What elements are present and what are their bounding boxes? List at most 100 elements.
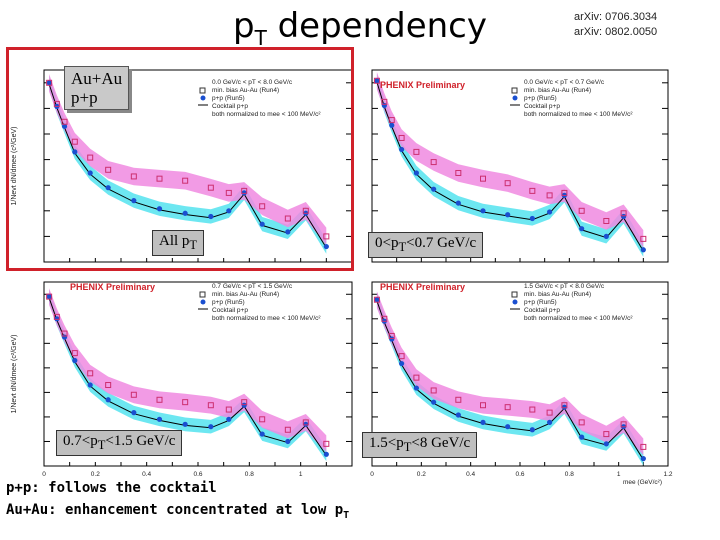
cocktail-line — [48, 297, 327, 456]
auau-data-point — [578, 419, 585, 426]
pp-data-point — [285, 438, 291, 445]
auau-data-point — [529, 406, 536, 413]
auau-data-point — [71, 350, 78, 357]
arxiv-ref-2: arXiv: 0802.0050 — [574, 26, 658, 38]
pp-data-point — [87, 170, 93, 176]
legend-entry: Cocktail p+p — [212, 103, 248, 110]
auau-data-point — [413, 148, 420, 155]
auau-data-point — [61, 118, 68, 125]
pp-data-point — [374, 78, 380, 84]
pp-data-point — [46, 80, 52, 86]
pp-data-point — [208, 424, 214, 430]
auau-data-point — [430, 387, 437, 394]
pp-data-point — [323, 243, 329, 250]
pp-data-point — [455, 200, 461, 206]
auau-data-point — [620, 210, 627, 217]
pp-data-point — [259, 221, 265, 227]
x-tick-label: 1 — [299, 471, 303, 478]
x-tick-label: 0.8 — [245, 471, 254, 478]
auau-data-point — [182, 177, 189, 184]
auau-data-point — [225, 189, 232, 196]
auau-data-point — [640, 235, 647, 242]
pp-data-point — [182, 421, 188, 427]
highlight-frame — [6, 47, 354, 271]
legend-entry: 1.5 GeV/c < pT < 8.0 GeV/c — [524, 283, 605, 290]
auau-data-point — [302, 207, 309, 214]
pp-data-point — [105, 397, 111, 403]
pp-data-point — [72, 357, 78, 364]
panel-label-low: 0<pT<0.7 GeV/c — [368, 232, 484, 258]
legend-entry: both normalized to mee < 100 MeV/c² — [212, 111, 321, 118]
auau-data-point — [156, 175, 163, 182]
auau-data-point — [388, 117, 395, 124]
collision-systems-label: Au+Au p+p — [64, 66, 130, 110]
legend-entry: min. bias Au-Au (Run4) — [524, 291, 591, 298]
auau-data-point — [480, 175, 486, 182]
pp-data-point — [131, 198, 137, 204]
auau-systematic-band — [49, 288, 327, 453]
auau-data-point — [381, 315, 388, 322]
phenix-preliminary-label: PHENIX Preliminary — [70, 282, 155, 292]
pp-data-point — [640, 456, 646, 462]
auau-data-point — [130, 173, 137, 180]
auau-data-point — [640, 443, 647, 450]
legend-entry: both normalized to mee < 100 MeV/c² — [212, 315, 321, 322]
pp-data-point — [480, 419, 486, 425]
pp-data-point — [603, 233, 609, 239]
pp-label: p+p — [71, 88, 98, 107]
pp-data-point — [413, 170, 419, 176]
auau-label: Au+Au — [71, 69, 123, 88]
pp-data-point — [480, 208, 486, 214]
summary-text: p+p: follows the cocktail Au+Au: enhance… — [6, 477, 349, 527]
pp-data-point — [182, 210, 188, 216]
x-tick-label: 0.2 — [417, 471, 426, 478]
auau-data-point — [381, 98, 388, 105]
auau-data-point — [284, 215, 291, 222]
auau-data-point — [373, 296, 380, 303]
pp-data-point — [621, 213, 627, 220]
x-tick-label: 0.4 — [466, 471, 475, 478]
phenix-preliminary-label: PHENIX Preliminary — [380, 282, 465, 292]
cocktail-line — [376, 300, 644, 460]
legend-entry: min. bias Au-Au (Run4) — [524, 87, 591, 94]
auau-data-point — [259, 416, 266, 423]
x-tick-label: 0.4 — [142, 471, 151, 478]
pp-data-point — [431, 399, 437, 405]
auau-systematic-band — [376, 72, 644, 248]
x-tick-label: 0.2 — [91, 471, 100, 478]
pp-data-point — [46, 294, 52, 300]
pp-data-point — [381, 102, 387, 109]
auau-data-point — [87, 154, 94, 161]
auau-data-point — [302, 419, 309, 426]
auau-data-point — [207, 184, 214, 191]
pp-data-point — [87, 382, 93, 388]
auau-data-point — [46, 79, 53, 86]
auau-data-point — [323, 233, 330, 240]
arxiv-ref-1: arXiv: 0706.3034 — [574, 11, 658, 23]
pp-data-point — [54, 316, 60, 322]
auau-data-point — [398, 134, 405, 141]
auau-data-point — [241, 187, 248, 194]
pp-data-point — [505, 424, 511, 430]
pp-data-point — [455, 412, 461, 418]
y-axis-label: 1/Nevt dN/dmee (c²/GeV) — [11, 335, 18, 414]
pp-data-point — [399, 146, 405, 153]
pp-data-point — [399, 360, 405, 367]
pp-data-point — [72, 149, 78, 155]
legend-entry: 0.0 GeV/c < pT < 8.0 GeV/c — [212, 79, 293, 86]
pp-data-point — [561, 404, 568, 410]
legend-marker-pp — [512, 95, 518, 101]
pp-data-point — [61, 123, 68, 129]
page-title: pT dependency — [232, 6, 488, 50]
auau-data-point — [455, 169, 462, 176]
auau-data-point — [388, 332, 395, 339]
y-axis-label: 1/Nevt dN/dmee (c²/GeV) — [11, 127, 18, 206]
auau-data-point — [561, 189, 568, 196]
pp-data-point — [529, 427, 535, 433]
auau-data-point — [53, 100, 60, 107]
auau-data-point — [480, 402, 486, 409]
legend-entry: p+p (Run5) — [524, 299, 557, 306]
x-tick-label: 0 — [42, 471, 46, 478]
panel-label-mid: 0.7<pT<1.5 GeV/c — [56, 430, 183, 456]
